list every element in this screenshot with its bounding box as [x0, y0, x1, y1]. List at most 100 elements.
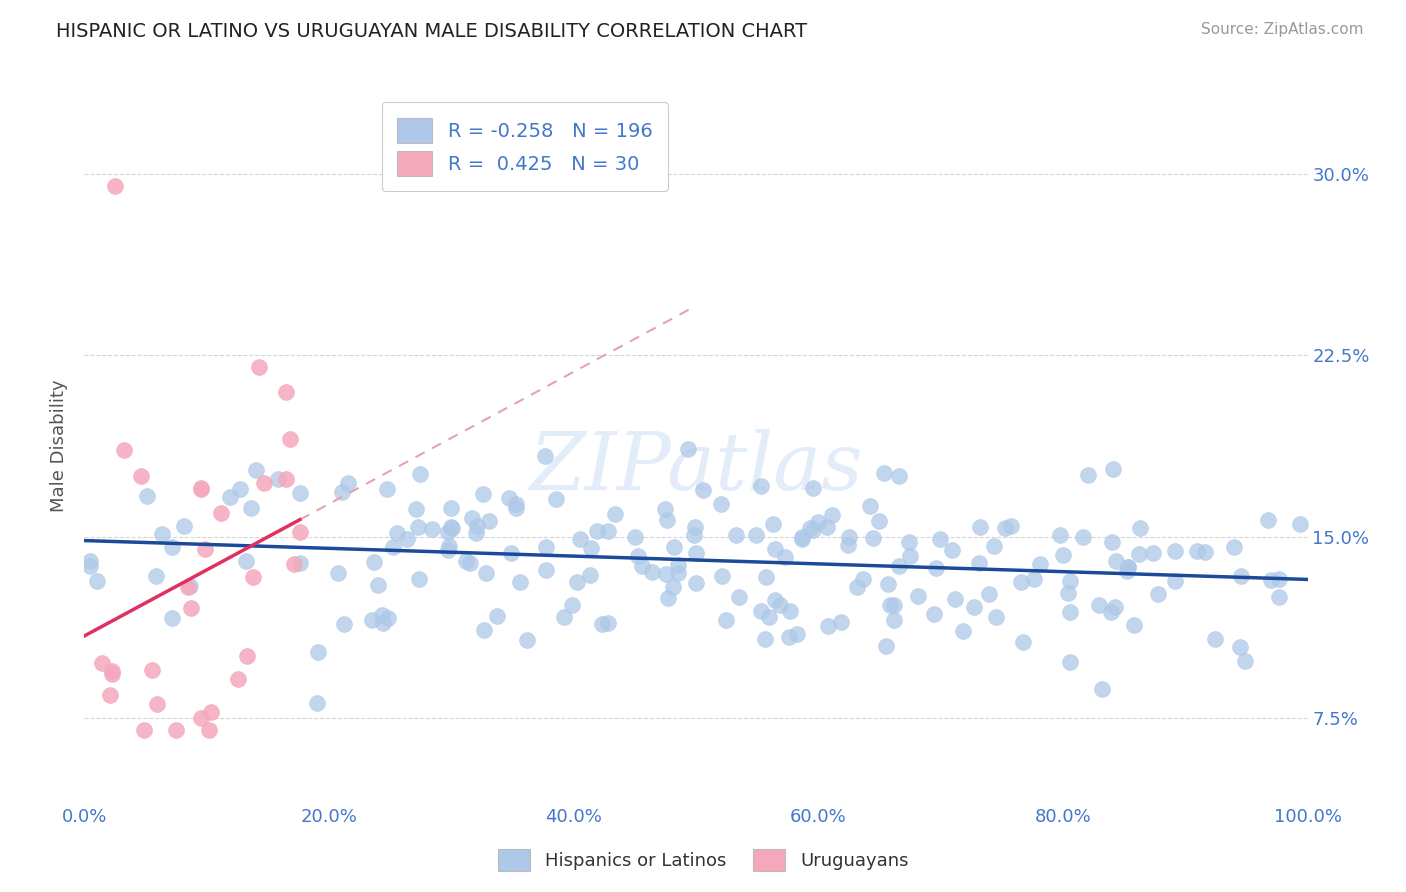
Point [685, 545, 707, 559]
Point [924, 561, 946, 575]
Point [1104, 599, 1126, 614]
Point [763, 541, 786, 556]
Point [1267, 572, 1289, 586]
Point [436, 525, 458, 540]
Point [977, 587, 1000, 601]
Point [1164, 574, 1187, 589]
Point [509, 575, 531, 590]
Point [983, 539, 1005, 553]
Point [994, 520, 1017, 534]
Point [943, 591, 966, 606]
Point [941, 542, 963, 557]
Point [1010, 574, 1032, 589]
Point [1164, 544, 1187, 558]
Point [173, 519, 195, 533]
Point [79, 554, 101, 568]
Point [332, 484, 354, 499]
Point [505, 497, 527, 511]
Point [101, 664, 124, 678]
Point [630, 558, 652, 573]
Point [666, 558, 689, 572]
Point [79, 558, 101, 573]
Point [714, 613, 737, 627]
Point [409, 467, 432, 482]
Point [498, 491, 520, 505]
Point [553, 610, 575, 624]
Point [1229, 640, 1251, 654]
Point [627, 549, 650, 563]
Point [104, 178, 127, 193]
Point [405, 502, 427, 516]
Point [775, 549, 797, 564]
Point [1091, 681, 1114, 696]
Point [778, 630, 800, 644]
Point [1101, 535, 1123, 549]
Point [242, 570, 264, 584]
Point [1099, 605, 1122, 619]
Text: ZIPatlas: ZIPatlas [529, 429, 863, 506]
Point [200, 705, 222, 719]
Point [1233, 655, 1256, 669]
Point [898, 535, 921, 549]
Legend: Hispanics or Latinos, Uruguayans: Hispanics or Latinos, Uruguayans [491, 842, 915, 879]
Point [596, 524, 619, 539]
Point [408, 572, 430, 586]
Point [801, 523, 824, 537]
Point [852, 572, 875, 586]
Point [305, 696, 328, 710]
Point [382, 540, 405, 554]
Point [179, 579, 201, 593]
Point [683, 519, 706, 533]
Point [360, 613, 382, 627]
Point [437, 543, 460, 558]
Point [779, 604, 801, 618]
Point [420, 522, 443, 536]
Point [141, 663, 163, 677]
Point [100, 667, 122, 681]
Point [623, 530, 645, 544]
Point [98, 688, 121, 702]
Point [274, 472, 297, 486]
Point [226, 672, 249, 686]
Point [907, 589, 929, 603]
Point [967, 557, 990, 571]
Point [711, 569, 734, 583]
Point [749, 604, 772, 618]
Point [288, 556, 311, 570]
Point [190, 483, 212, 497]
Point [561, 598, 583, 612]
Point [875, 640, 897, 654]
Point [190, 481, 212, 495]
Point [1204, 632, 1226, 646]
Point [536, 541, 558, 555]
Point [586, 524, 609, 539]
Point [86, 574, 108, 589]
Point [245, 462, 267, 476]
Point [758, 609, 780, 624]
Point [1071, 530, 1094, 544]
Point [792, 533, 814, 547]
Point [1116, 559, 1139, 574]
Point [755, 570, 778, 584]
Point [371, 615, 394, 630]
Point [963, 600, 986, 615]
Point [754, 632, 776, 646]
Point [666, 566, 689, 581]
Point [786, 627, 808, 641]
Point [1128, 547, 1150, 561]
Point [883, 613, 905, 627]
Point [868, 514, 890, 528]
Point [815, 520, 838, 534]
Point [1257, 513, 1279, 527]
Point [817, 618, 839, 632]
Point [1012, 634, 1035, 648]
Point [1122, 618, 1144, 632]
Y-axis label: Male Disability: Male Disability [51, 380, 69, 512]
Point [333, 617, 356, 632]
Point [682, 528, 704, 542]
Point [745, 528, 768, 542]
Point [247, 359, 270, 374]
Point [605, 507, 627, 521]
Point [1059, 655, 1081, 669]
Point [872, 467, 894, 481]
